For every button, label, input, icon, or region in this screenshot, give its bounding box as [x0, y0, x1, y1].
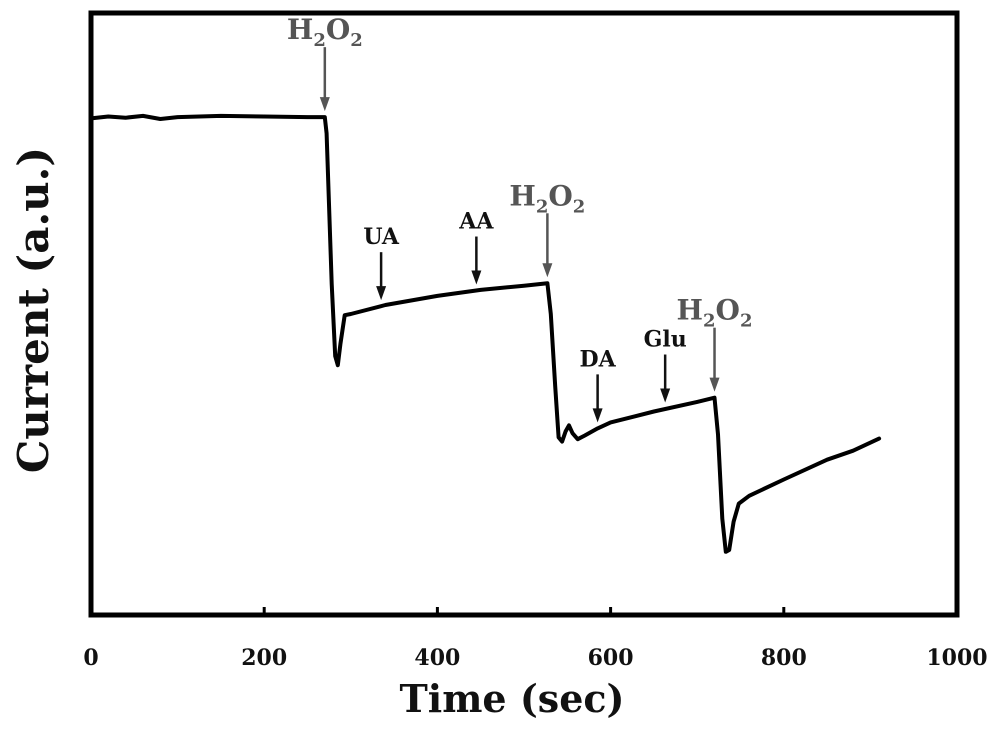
annotation-arrow-head	[709, 377, 720, 392]
annotation-label: Glu	[644, 327, 687, 353]
x-axis-tick-labels: 0 200 400 600 800 1000	[83, 645, 987, 671]
annotation: H2O2	[509, 179, 585, 278]
annotation-label: AA	[458, 209, 494, 235]
annotation-arrow-head	[592, 408, 603, 423]
annotation-label: UA	[363, 224, 400, 250]
x-axis-title: Time (sec)	[400, 676, 625, 721]
x-tick-label: 600	[588, 645, 634, 671]
x-tick-label: 400	[414, 645, 460, 671]
plot-frame	[88, 10, 960, 618]
x-tick-label: 1000	[926, 645, 987, 671]
annotation: AA	[458, 209, 494, 285]
annotation: H2O2	[287, 13, 363, 112]
annotation: UA	[363, 224, 400, 301]
annotation-arrow-head	[542, 263, 553, 278]
annotation-label: H2O2	[509, 179, 585, 217]
annotation-arrow-head	[471, 270, 482, 285]
y-axis-title: Current (a.u.)	[9, 147, 58, 473]
x-tick-label: 800	[761, 645, 807, 671]
annotation-label: DA	[580, 346, 617, 372]
annotation-label: H2O2	[677, 294, 753, 332]
annotation-arrow-head	[319, 97, 330, 112]
annotation: Glu	[644, 327, 687, 403]
x-axis-ticks	[89, 607, 959, 615]
annotation-label: H2O2	[287, 13, 363, 51]
x-tick-label: 200	[241, 645, 287, 671]
x-tick-label: 0	[83, 645, 98, 671]
annotation-arrow-head	[660, 388, 671, 403]
current-series-line	[89, 113, 882, 554]
annotation: DA	[580, 346, 617, 423]
annotation-arrow-head	[376, 286, 387, 301]
annotation: H2O2	[677, 294, 753, 392]
